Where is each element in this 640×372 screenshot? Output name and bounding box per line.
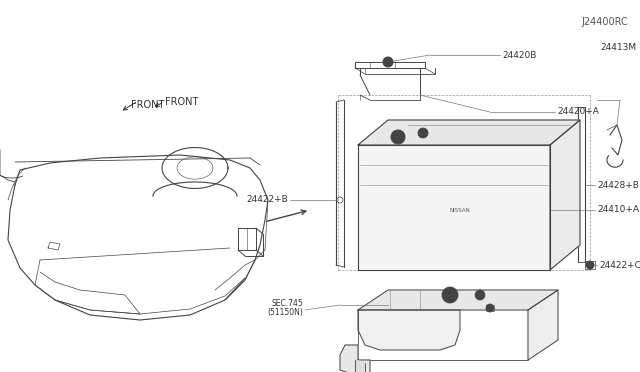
Circle shape [391, 130, 405, 144]
Text: 24422+C: 24422+C [599, 260, 640, 269]
Polygon shape [550, 120, 580, 270]
Polygon shape [355, 360, 365, 372]
Text: 24410+A: 24410+A [597, 205, 639, 215]
Circle shape [395, 134, 401, 140]
Text: NISSAN: NISSAN [450, 208, 470, 212]
Text: 24420+A: 24420+A [557, 108, 599, 116]
Circle shape [586, 261, 594, 269]
Circle shape [486, 304, 494, 312]
Text: FRONT: FRONT [165, 97, 198, 107]
Circle shape [475, 290, 485, 300]
Circle shape [421, 131, 425, 135]
Polygon shape [340, 345, 370, 372]
Text: 24413M: 24413M [600, 44, 636, 52]
Text: SEC.745: SEC.745 [271, 298, 303, 308]
Text: FRONT: FRONT [131, 100, 164, 110]
Text: J24400RC: J24400RC [581, 17, 628, 27]
Polygon shape [358, 120, 580, 145]
Polygon shape [528, 290, 558, 360]
Circle shape [442, 287, 458, 303]
Text: 24422+B: 24422+B [246, 196, 288, 205]
Polygon shape [358, 310, 460, 350]
Text: 24420B: 24420B [502, 51, 536, 60]
Text: (51150N): (51150N) [267, 308, 303, 317]
Polygon shape [358, 145, 550, 270]
Circle shape [418, 128, 428, 138]
Circle shape [383, 57, 393, 67]
Text: 24428+B: 24428+B [597, 180, 639, 189]
Polygon shape [358, 290, 558, 310]
